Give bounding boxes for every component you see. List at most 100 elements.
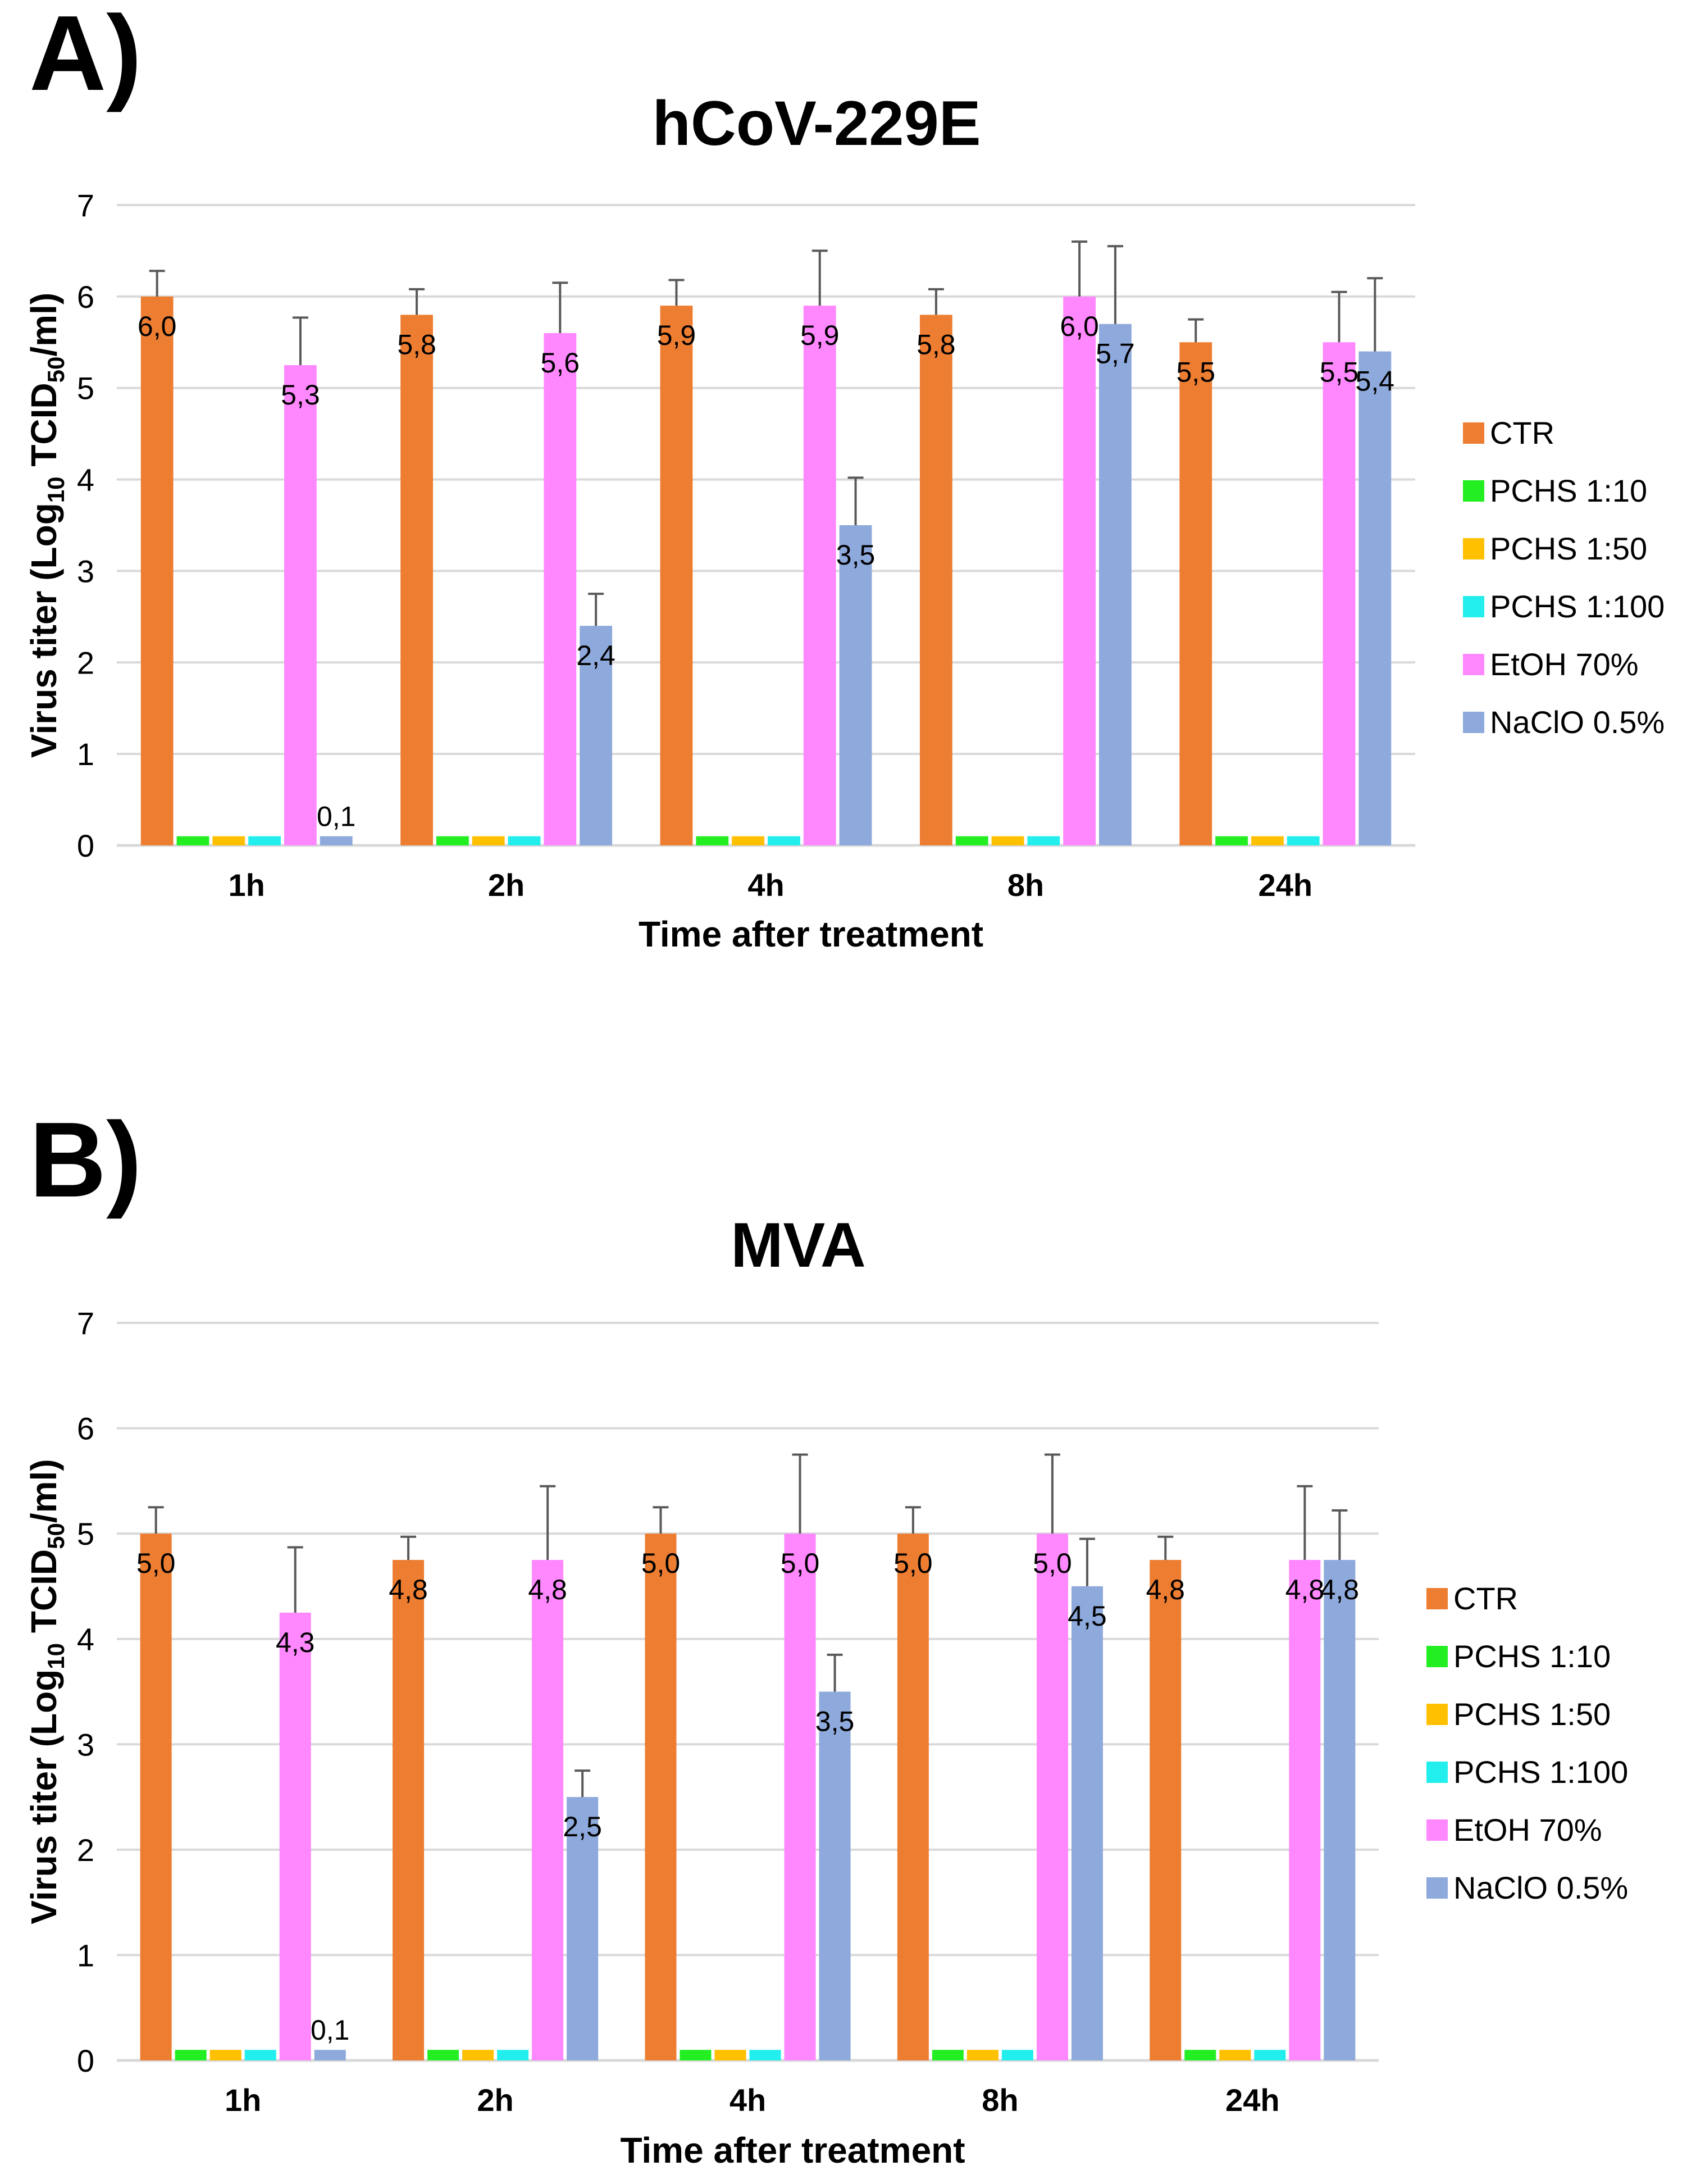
legend-swatch [1426, 1877, 1448, 1899]
bar [244, 2050, 276, 2060]
bar [497, 2050, 529, 2060]
legend-item: PCHS 1:50 [1463, 531, 1647, 566]
bar [680, 2050, 712, 2060]
y-tick-label: 7 [77, 1305, 94, 1341]
x-tick-label: 4h [730, 2082, 766, 2118]
legend-label: PCHS 1:10 [1453, 1639, 1611, 1674]
bar [400, 315, 433, 845]
legend-swatch [1426, 1762, 1448, 1783]
y-tick-label: 2 [77, 1832, 94, 1868]
data-label: 5,9 [800, 320, 840, 351]
bar [320, 836, 353, 845]
data-label: 5,5 [1177, 356, 1216, 388]
bar [212, 836, 245, 845]
legend-item: PCHS 1:10 [1426, 1639, 1611, 1674]
legend-label: PCHS 1:50 [1453, 1696, 1611, 1732]
bar [991, 836, 1024, 845]
bar [1071, 1586, 1103, 2060]
x-tick-label: 8h [1007, 867, 1044, 903]
data-label: 4,8 [528, 1574, 567, 1605]
data-label: 4,5 [1068, 1600, 1107, 1632]
legend-swatch [1426, 1704, 1448, 1725]
y-axis-label-subscript: 10 [43, 476, 69, 503]
y-axis-label-subscript: 50 [43, 357, 69, 383]
y-tick-label: 4 [77, 462, 94, 498]
bar [696, 836, 729, 845]
data-label: 4,8 [1146, 1574, 1185, 1605]
panel-letter: A) [29, 0, 142, 113]
x-tick-label: 4h [747, 867, 784, 903]
data-label: 4,8 [389, 1574, 428, 1605]
legend-label: NaClO 0.5% [1490, 704, 1665, 740]
bar [472, 836, 505, 845]
bar [462, 2050, 494, 2060]
bar [768, 836, 800, 845]
bar [1289, 1560, 1321, 2060]
y-axis-label-part: TCID [24, 1549, 64, 1643]
data-label: 5,8 [397, 329, 436, 360]
y-axis-label-part: Virus titer (Log [24, 503, 64, 758]
data-label: 5,0 [1033, 1548, 1072, 1579]
bar [544, 333, 577, 845]
legend-item: PCHS 1:10 [1463, 473, 1647, 508]
legend-label: PCHS 1:100 [1453, 1754, 1628, 1790]
bar [714, 2050, 746, 2060]
data-label: 5,3 [281, 379, 320, 411]
bar [567, 1797, 599, 2060]
legend-label: CTR [1490, 415, 1554, 451]
x-tick-label: 1h [229, 867, 265, 903]
y-tick-label: 3 [77, 1727, 94, 1762]
bar [1219, 2050, 1251, 2060]
y-tick-label: 6 [77, 279, 94, 315]
legend-item: EtOH 70% [1426, 1812, 1602, 1848]
bar [749, 2050, 781, 2060]
bar [279, 1612, 311, 2060]
panel-letter: B) [29, 1100, 142, 1220]
legend-item: NaClO 0.5% [1463, 704, 1665, 740]
chart-title: MVA [731, 1210, 866, 1280]
data-label: 5,6 [541, 347, 580, 379]
x-tick-label: 8h [982, 2082, 1018, 2118]
y-tick-label: 0 [77, 2043, 94, 2078]
legend-item: CTR [1463, 415, 1554, 451]
legend-swatch [1463, 596, 1484, 617]
bar [284, 365, 317, 845]
y-axis-label: Virus titer (Log10 TCID50/ml) [24, 1459, 69, 1924]
legend-swatch [1463, 480, 1484, 502]
legend-label: NaClO 0.5% [1453, 1870, 1628, 1905]
legend-label: PCHS 1:50 [1490, 531, 1647, 566]
bar [176, 836, 209, 845]
x-tick-label: 24h [1225, 2082, 1280, 2118]
legend-swatch [1463, 538, 1484, 559]
chart-title: hCoV-229E [652, 88, 981, 158]
data-label: 2,4 [576, 640, 616, 671]
legend-item: EtOH 70% [1463, 647, 1639, 682]
y-tick-label: 6 [77, 1411, 94, 1446]
bar [1063, 296, 1096, 845]
y-axis-label-part: /ml) [24, 293, 64, 357]
legend-label: EtOH 70% [1490, 647, 1639, 682]
bar [1254, 2050, 1286, 2060]
y-axis-label-part: /ml) [24, 1459, 64, 1523]
data-label: 5,8 [917, 329, 956, 360]
y-axis-label: Virus titer (Log10 TCID50/ml) [24, 293, 69, 758]
y-tick-label: 4 [77, 1622, 94, 1657]
data-label: 5,0 [136, 1548, 176, 1579]
data-label: 5,0 [641, 1548, 681, 1579]
bar [732, 836, 764, 845]
bar [1287, 836, 1320, 845]
bar [1027, 836, 1060, 845]
y-tick-label: 2 [77, 645, 94, 680]
data-label: 6,0 [138, 311, 177, 342]
x-tick-label: 24h [1259, 867, 1313, 903]
data-label: 5,4 [1356, 366, 1395, 397]
bar [436, 836, 469, 845]
bar [660, 306, 693, 845]
y-axis-label-subscript: 50 [43, 1523, 69, 1549]
bar [314, 2050, 346, 2060]
data-label: 6,0 [1060, 311, 1099, 342]
legend-swatch [1426, 1588, 1448, 1609]
data-label: 5,5 [1320, 356, 1359, 388]
y-tick-label: 5 [77, 1516, 94, 1551]
